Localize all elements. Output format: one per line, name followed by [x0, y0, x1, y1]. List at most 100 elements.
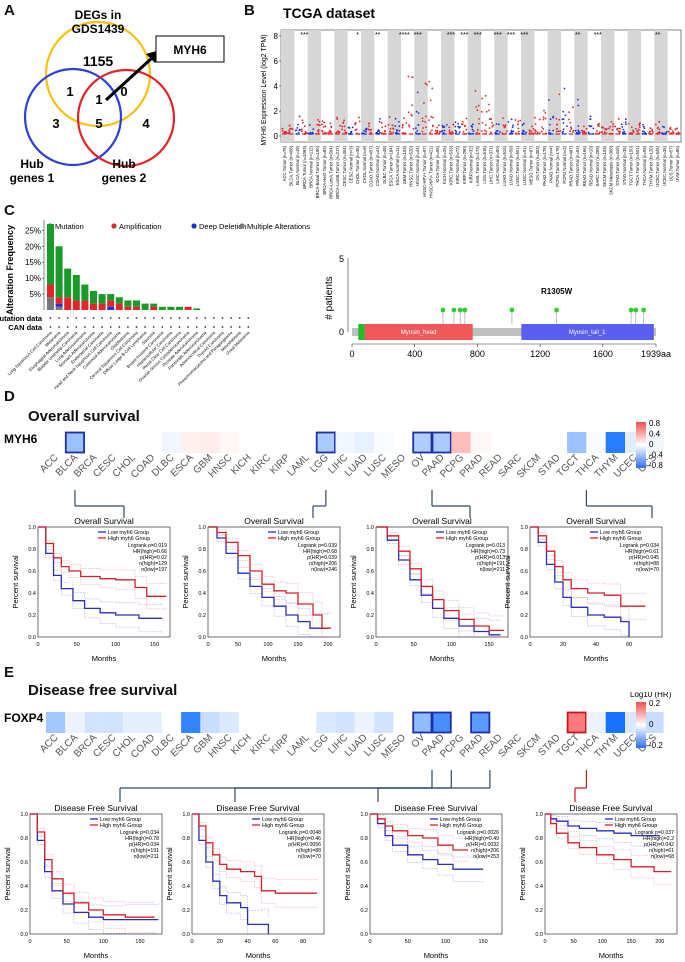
- tcga-point: [676, 127, 678, 130]
- heatmap-cancer-label: KICH: [229, 732, 254, 757]
- km-title: Disease Free Survival: [216, 803, 299, 813]
- km-stat: p(HR)=0.042: [644, 842, 674, 848]
- tcga-point: [619, 130, 621, 133]
- km-legend-high: High myh6 Group: [440, 823, 482, 829]
- km-stat: Logrank p=0.0048: [279, 830, 321, 836]
- alteration-row-dot: [49, 317, 52, 319]
- tcga-point: [323, 121, 326, 124]
- tcga-significance: ***: [414, 32, 422, 39]
- os-km-row: Overall Survival Percent survival Months 1.…: [0, 515, 685, 665]
- tcga-point: [612, 123, 615, 125]
- tcga-point: [452, 123, 455, 126]
- tcga-ytick: 8: [274, 32, 279, 41]
- km-stat: p(HR)=0.0032: [466, 842, 499, 848]
- lollipop-head: [451, 307, 457, 313]
- km-stat: n(low)=197: [141, 567, 167, 573]
- km-xtick: 100: [111, 642, 120, 648]
- tcga-cohort-label: BRCA-Her2.Tumor (n=82): [322, 145, 327, 194]
- km-ytick: 1.0: [535, 812, 543, 818]
- alteration-legend-dot: [191, 223, 197, 229]
- alteration-legend-dot: [239, 223, 245, 229]
- tcga-point: [384, 125, 387, 128]
- alteration-row-dot: [101, 317, 103, 319]
- alteration-row-dot: [84, 326, 86, 328]
- tcga-cohort-label: HNSC-HPV-.Tumor (n=421): [429, 145, 434, 197]
- heatmap-box-lgg: [315, 431, 336, 454]
- tcga-point: [478, 118, 480, 120]
- tcga-point: [643, 127, 646, 130]
- tcga-point: [464, 124, 467, 127]
- km-ytick: 0.6: [28, 569, 36, 575]
- tcga-point: [318, 120, 321, 123]
- tcga-point: [321, 120, 324, 123]
- tcga-cohort-label: ACC.Tumor (n=79): [282, 145, 287, 181]
- tcga-point: [428, 119, 431, 122]
- km-ytick: 0.0: [360, 932, 368, 938]
- tcga-point: [651, 128, 653, 131]
- km-xtick: 200: [323, 642, 332, 648]
- tcga-ylabel: MYH6 Expression Level (log2 TPM): [261, 34, 268, 145]
- lollipop-domain-tail-label: Myosin_tail_1: [569, 330, 606, 336]
- tcga-point: [544, 111, 547, 114]
- tcga-point: [565, 125, 568, 128]
- tcga-point: [350, 130, 353, 133]
- heatmap-box-prad: [470, 711, 491, 734]
- tcga-point: [543, 109, 545, 112]
- tcga-point: [454, 125, 457, 128]
- tcga-point: [337, 130, 340, 133]
- tcga-point: [441, 129, 444, 132]
- tcga-ytick: 2: [274, 107, 279, 116]
- tcga-point: [623, 130, 626, 133]
- km-stat: n(low)=253: [473, 854, 499, 860]
- km-ytick: 0.8: [20, 836, 28, 842]
- tcga-point: [490, 118, 492, 121]
- tcga-point: [652, 131, 654, 134]
- tcga-point: [341, 128, 344, 131]
- tcga-point: [577, 130, 580, 133]
- tcga-point: [665, 131, 668, 133]
- venn-blue-only: 3: [52, 116, 59, 131]
- tcga-point: [439, 130, 441, 133]
- tcga-point: [461, 123, 464, 126]
- heatmap-cancer-label: LGG: [308, 452, 331, 475]
- heatmap-cancer-label: LAML: [285, 732, 312, 759]
- tcga-point: [488, 109, 490, 112]
- tcga-point: [455, 131, 458, 133]
- tcga-point: [583, 125, 585, 128]
- tcga-cohort-label: OV.Tumor (n=303): [535, 145, 540, 180]
- km-stat: p(HR)=0.034: [129, 842, 159, 848]
- alteration-bar-mut: [167, 306, 175, 310]
- tcga-point: [658, 121, 661, 123]
- tcga-point: [624, 121, 627, 124]
- tcga-point: [354, 123, 356, 126]
- tcga-cohort-label: BLCA.Tumor (n=408): [289, 145, 294, 185]
- tcga-point: [398, 120, 400, 123]
- alteration-row-dot: [152, 317, 155, 319]
- alteration-bar-amp: [81, 300, 89, 310]
- lollipop-xtick: 400: [407, 349, 422, 359]
- km-plot: Disease Free Survival Percent survival Mon…: [165, 803, 325, 960]
- heatmap-cell-prad: [470, 712, 490, 733]
- alteration-row-dot: [84, 317, 86, 319]
- km-stat: p(HR)=0.039: [307, 555, 337, 561]
- km-ytick: 0.6: [198, 569, 206, 575]
- lollipop-ylabel: # patients: [324, 276, 335, 319]
- tcga-significance: ***: [494, 32, 502, 39]
- tcga-point: [496, 129, 499, 132]
- alteration-row-dot: [221, 326, 224, 328]
- tcga-point: [417, 124, 420, 126]
- tcga-point: [611, 128, 614, 131]
- alteration-bar-amp: [90, 303, 97, 310]
- tcga-point: [572, 129, 575, 132]
- alteration-bar-mut: [55, 246, 63, 298]
- alteration-row-dot: [247, 317, 250, 319]
- tcga-point: [632, 131, 635, 133]
- km-legend-high: High myh6 Group: [446, 536, 488, 542]
- tcga-cohort-label: CHOL.Normal (n=9): [362, 145, 367, 183]
- tcga-point: [342, 121, 345, 124]
- tcga-point: [472, 130, 475, 132]
- km-curve-high: [208, 526, 331, 629]
- alteration-legend-dot: [47, 223, 53, 229]
- alteration-legend-label: Deep Deletion: [199, 222, 247, 231]
- alteration-row-dot: [92, 317, 95, 319]
